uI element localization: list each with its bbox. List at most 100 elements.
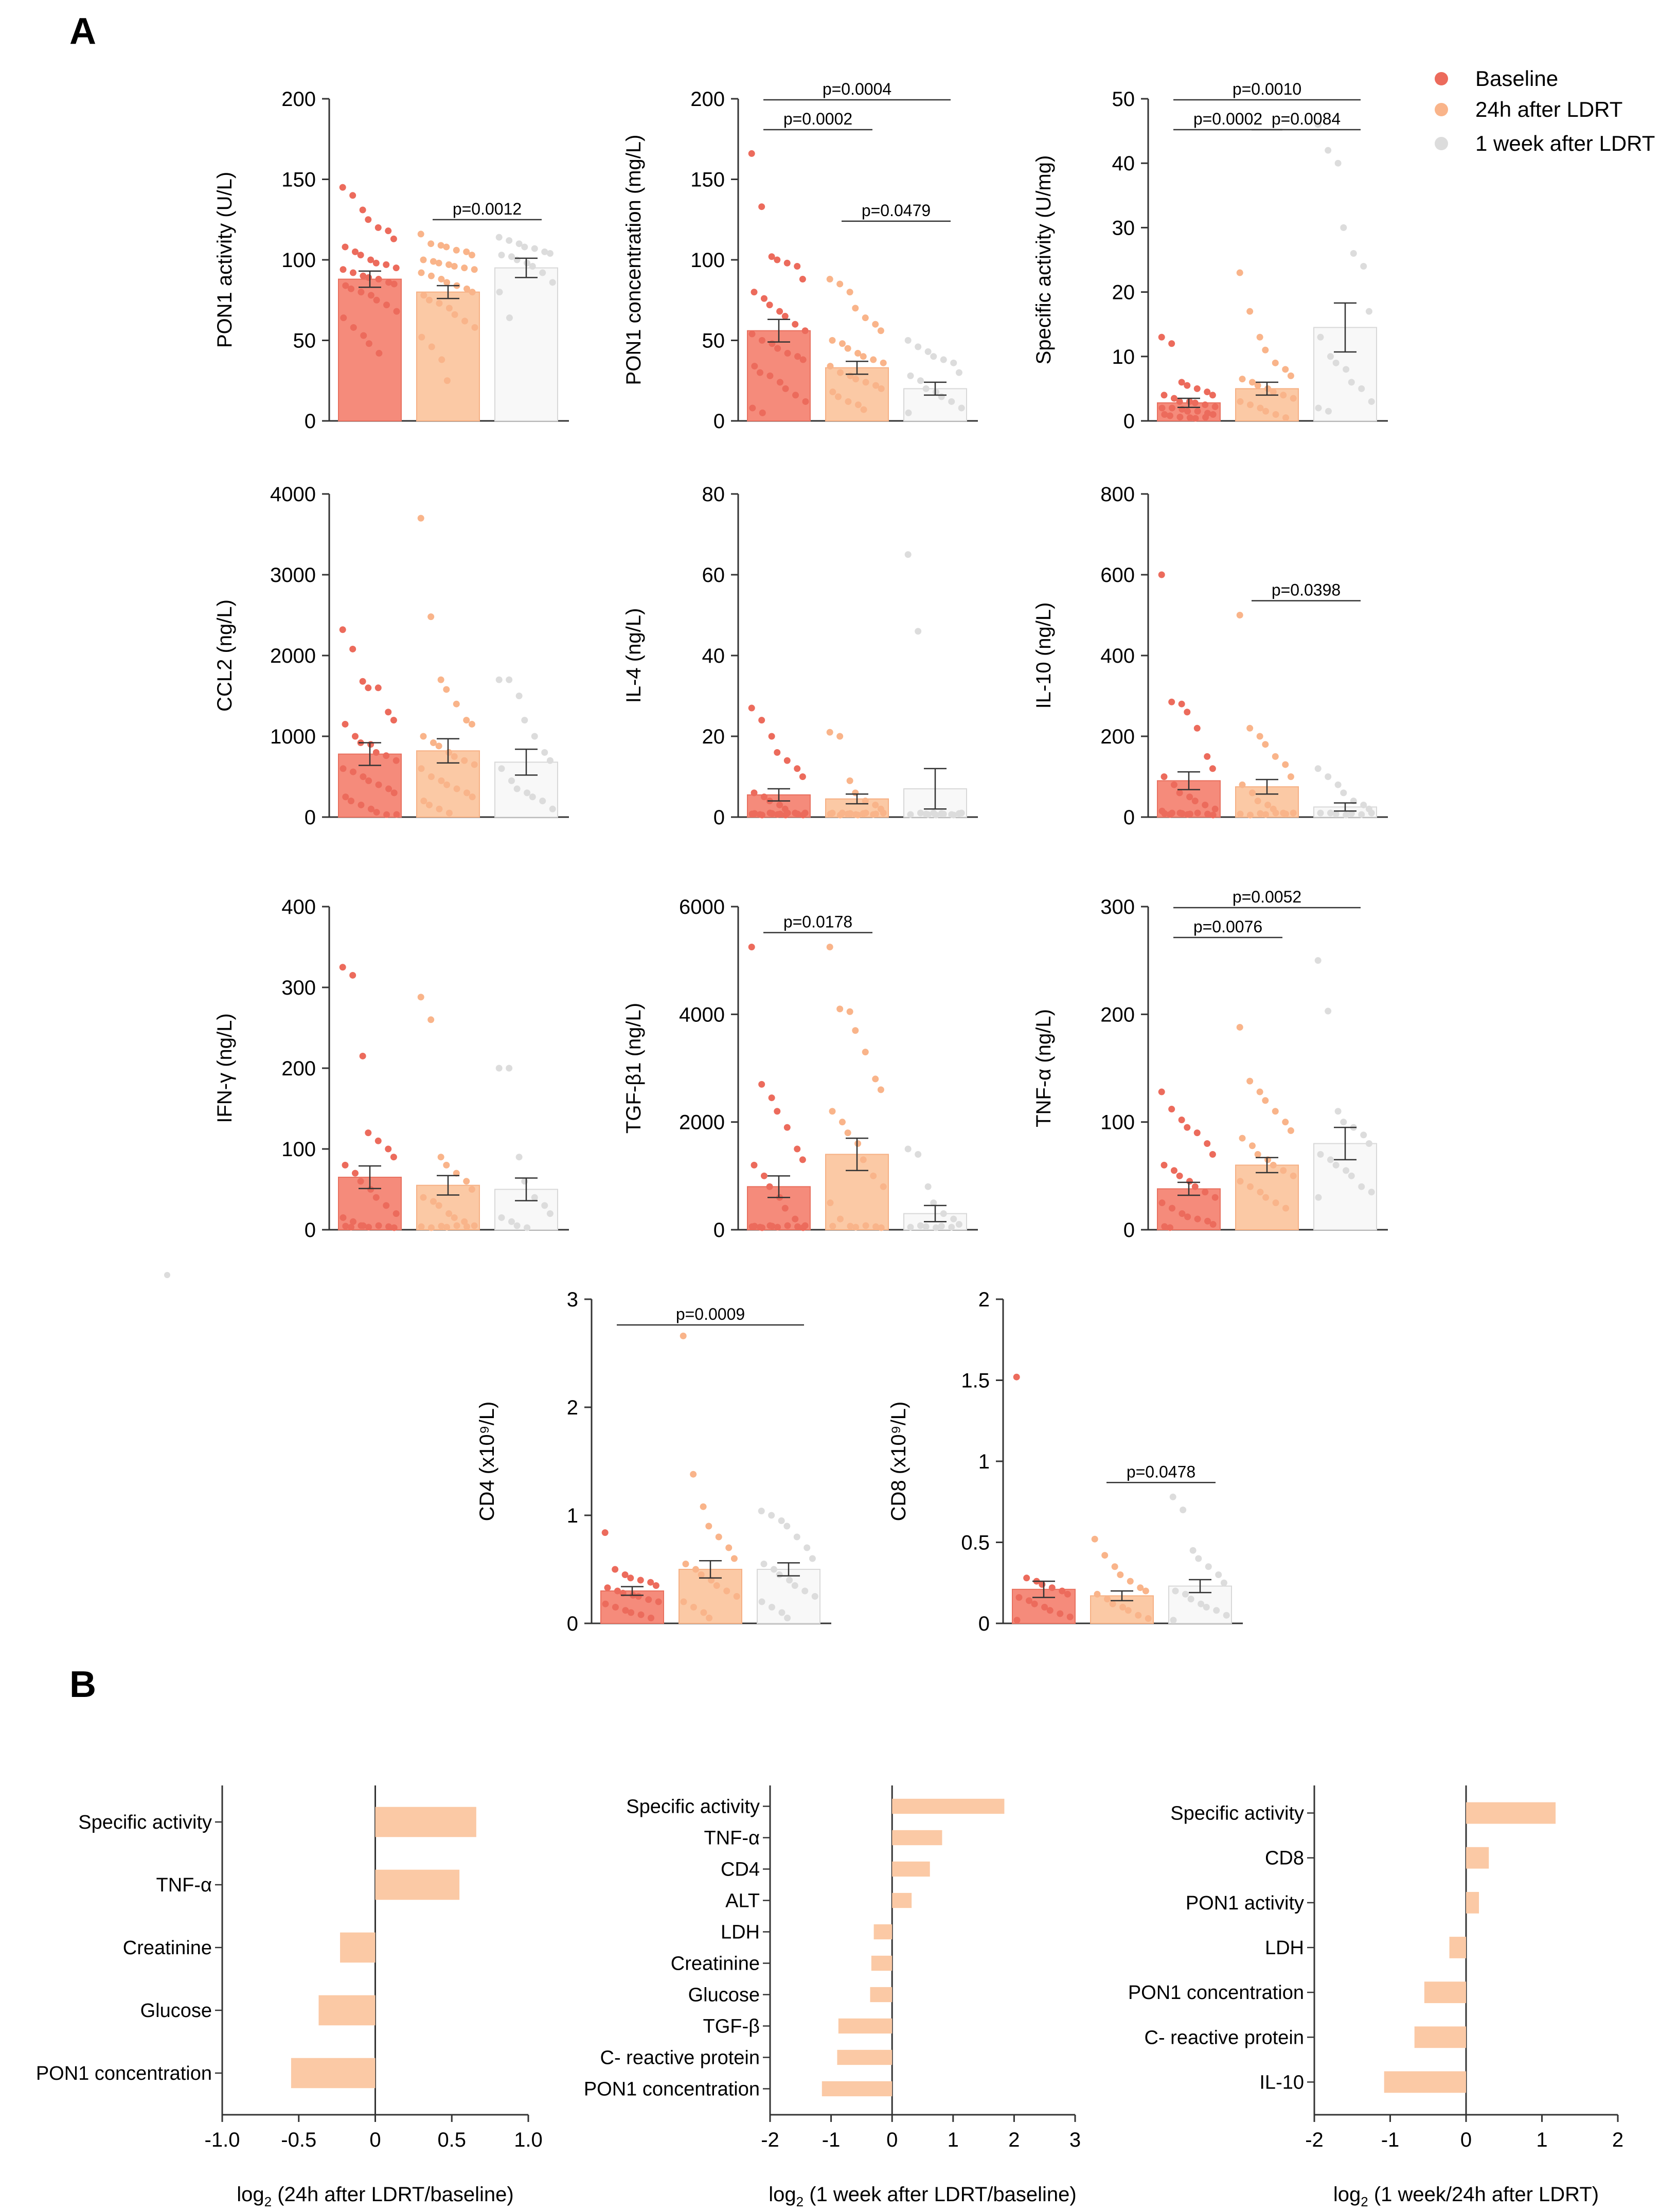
data-point: [435, 1202, 442, 1209]
data-point: [1186, 793, 1193, 801]
y-tick-label: 0: [305, 410, 316, 433]
data-point: [826, 276, 833, 283]
y-tick-label: 100: [1100, 1111, 1135, 1134]
data-point: [1332, 1161, 1340, 1169]
data-point: [915, 343, 922, 350]
p-value-label: p=0.0076: [1193, 917, 1262, 936]
data-point: [425, 296, 433, 304]
data-point: [1280, 392, 1287, 399]
chart-ccl2: 0 1000 2000 3000 4000 CCL2 (ng/L): [213, 483, 569, 829]
data-point: [1215, 1571, 1222, 1578]
data-point: [768, 1094, 775, 1102]
data-point: [417, 515, 424, 522]
x-axis-label-log: log: [769, 2183, 796, 2206]
data-point: [940, 1210, 947, 1217]
data-point: [938, 1223, 945, 1230]
data-point: [933, 1224, 940, 1231]
data-point: [836, 811, 844, 819]
data-point: [604, 1584, 611, 1591]
data-point: [1176, 1172, 1183, 1179]
data-point: [922, 1223, 930, 1230]
data-point: [342, 720, 349, 728]
category-label: ALT: [725, 1890, 760, 1912]
data-point: [1272, 753, 1279, 760]
data-point: [924, 1183, 932, 1190]
data-point: [1209, 1151, 1216, 1158]
data-point: [359, 678, 366, 685]
data-point: [1290, 809, 1297, 817]
data-point: [776, 308, 783, 315]
hbar-creatinine: [340, 1932, 376, 1963]
legend-label-24h: 24h after LDRT: [1475, 97, 1622, 121]
data-point: [1282, 810, 1290, 818]
data-point: [506, 237, 513, 244]
data-point: [339, 626, 346, 633]
data-point: [917, 809, 924, 817]
data-point: [1246, 724, 1254, 732]
category-label: C- reactive protein: [600, 2047, 760, 2069]
data-point: [1325, 773, 1332, 780]
data-point: [351, 1170, 359, 1177]
data-point: [453, 246, 460, 254]
bar-1-week-after-ldrt: [494, 267, 558, 422]
data-point: [811, 1593, 818, 1600]
y-tick-label: 0: [978, 1613, 990, 1635]
data-point: [365, 777, 372, 784]
data-point: [930, 353, 937, 360]
hbar-pon1-concentration: [1424, 1981, 1466, 2004]
data-point: [778, 1517, 785, 1524]
data-point: [612, 1604, 619, 1611]
hbar-creatinine: [871, 1955, 892, 1971]
x-tick-label: 0: [369, 2129, 381, 2151]
y-tick-label: 3: [567, 1288, 578, 1311]
x-tick-label: 3: [1069, 2129, 1081, 2151]
data-point: [469, 793, 476, 801]
data-point: [342, 793, 349, 801]
data-point: [852, 376, 860, 383]
data-point: [700, 1609, 707, 1616]
y-tick-label: 0: [1123, 410, 1135, 433]
data-point: [357, 252, 364, 259]
data-point: [390, 235, 397, 242]
data-point: [383, 302, 390, 309]
data-point: [451, 753, 458, 760]
data-point: [860, 1156, 867, 1163]
data-point: [700, 1503, 707, 1510]
category-label: PON1 concentration: [36, 2063, 212, 2084]
data-point: [443, 279, 451, 286]
data-point: [751, 1223, 758, 1230]
chart-specific_activity: 0 10 20 30 40 50 Specific activity (U/mg) p=0.0…: [1032, 80, 1388, 433]
y-tick-label: 1000: [270, 725, 316, 748]
data-point: [774, 1224, 781, 1231]
data-point: [521, 717, 528, 724]
data-point: [690, 1471, 697, 1478]
x-tick-label: -1.0: [205, 2129, 240, 2151]
y-tick-label: 2: [567, 1396, 578, 1419]
data-point: [601, 1529, 609, 1536]
data-point: [1111, 1563, 1118, 1570]
y-axis-label: TNF-α (ng/L): [1032, 1009, 1055, 1127]
data-point: [1158, 1088, 1165, 1095]
data-point: [758, 203, 765, 210]
data-point: [870, 356, 877, 363]
data-point: [451, 263, 458, 270]
data-point: [438, 356, 445, 363]
data-point: [1325, 1007, 1332, 1015]
data-point: [723, 1587, 730, 1595]
stray-dot: [164, 1272, 170, 1278]
hbar-cd8: [1466, 1847, 1489, 1869]
data-point: [870, 1172, 877, 1179]
data-point: [349, 768, 356, 775]
data-point: [385, 1223, 392, 1230]
data-point: [1041, 1604, 1048, 1611]
data-point: [1168, 404, 1175, 412]
data-point: [637, 1611, 645, 1618]
data-point: [768, 733, 775, 740]
data-point: [524, 789, 531, 797]
data-point: [375, 781, 382, 788]
data-point: [1211, 1194, 1219, 1201]
data-point: [367, 741, 374, 748]
data-point: [781, 313, 789, 320]
hbar-c-reactive-protein: [1414, 2026, 1466, 2048]
data-point: [471, 761, 478, 768]
